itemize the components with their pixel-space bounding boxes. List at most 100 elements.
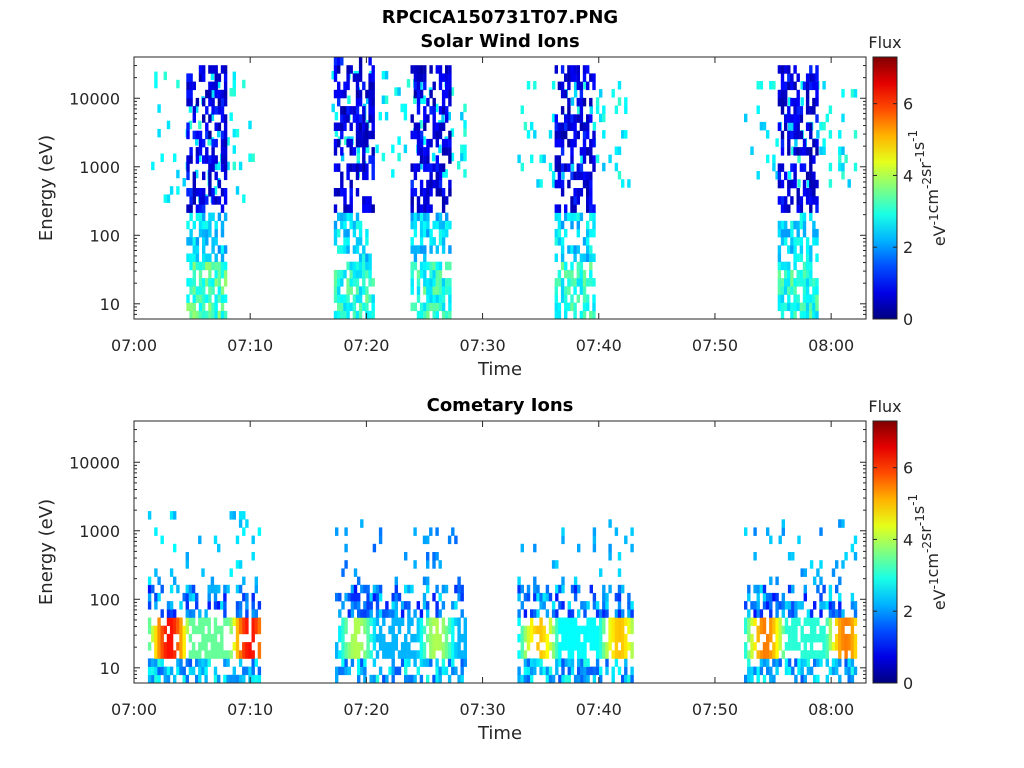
- flux-cell: [438, 674, 442, 684]
- flux-cell: [551, 609, 556, 618]
- flux-cell: [353, 650, 358, 659]
- flux-cell: [517, 592, 521, 602]
- flux-cell: [460, 633, 464, 643]
- flux-cell: [750, 650, 754, 659]
- flux-cell: [413, 81, 418, 91]
- flux-cell: [223, 269, 228, 279]
- flux-cell: [355, 163, 360, 172]
- flux-cell: [605, 601, 609, 610]
- flux-cell: [410, 674, 414, 684]
- flux-cell: [777, 163, 782, 172]
- flux-cell: [202, 278, 206, 287]
- flux-cell: [799, 204, 804, 213]
- flux-cell: [214, 261, 218, 271]
- flux-cell: [426, 609, 430, 618]
- flux-cell: [570, 138, 574, 148]
- flux-cell: [517, 674, 521, 684]
- flux-cell: [217, 79, 221, 89]
- flux-cell: [454, 650, 458, 659]
- flux-cell: [365, 253, 369, 262]
- flux-cell: [388, 650, 392, 659]
- flux-cell: [457, 650, 461, 659]
- flux-cell: [548, 162, 553, 172]
- flux-cell: [349, 286, 353, 295]
- flux-cell: [564, 261, 568, 271]
- flux-cell: [238, 161, 243, 171]
- flux-cell: [363, 601, 367, 610]
- flux-cell: [372, 658, 377, 667]
- flux-cell: [217, 269, 222, 279]
- flux-cell: [229, 617, 233, 626]
- flux-cell: [213, 642, 218, 651]
- flux-cell: [802, 138, 807, 148]
- flux-cell: [173, 617, 177, 626]
- flux-cell: [835, 642, 839, 651]
- flux-cell: [828, 609, 833, 618]
- flux-cell: [340, 188, 344, 197]
- flux-cell: [592, 130, 596, 140]
- flux-cell: [358, 294, 363, 303]
- flux-cell: [432, 106, 436, 115]
- colorbar: [872, 56, 898, 320]
- flux-cell: [582, 171, 587, 181]
- flux-cell: [567, 642, 571, 651]
- flux-cell: [780, 286, 785, 295]
- flux-cell: [463, 120, 467, 129]
- flux-cell: [413, 302, 418, 312]
- flux-cell: [463, 633, 467, 643]
- flux-cell: [438, 609, 442, 618]
- flux-cell: [368, 269, 372, 279]
- flux-cell: [416, 633, 420, 643]
- flux-cell: [338, 633, 342, 643]
- flux-cell: [157, 633, 161, 643]
- flux-cell: [805, 147, 810, 156]
- flux-cell: [416, 294, 421, 303]
- flux-cell: [238, 584, 243, 594]
- flux-cell: [333, 65, 338, 74]
- flux-cell: [186, 302, 190, 312]
- flux-cell: [413, 73, 418, 82]
- flux-cell: [445, 220, 449, 230]
- flux-cell: [586, 625, 590, 635]
- flux-cell: [242, 592, 246, 602]
- flux-cell: [812, 171, 816, 181]
- flux-cell: [235, 609, 240, 618]
- flux-cell: [772, 642, 776, 651]
- flux-cell: [756, 105, 760, 114]
- flux-cell: [570, 65, 574, 74]
- flux-cell: [828, 130, 833, 139]
- flux-cell: [445, 89, 449, 99]
- flux-cell: [441, 204, 446, 213]
- flux-cell: [812, 106, 816, 115]
- flux-cell: [526, 584, 531, 594]
- flux-cell: [375, 609, 380, 618]
- flux-cell: [586, 81, 590, 91]
- flux-cell: [154, 642, 158, 651]
- flux-cell: [344, 666, 348, 676]
- flux-cell: [463, 658, 467, 667]
- flux-cell: [220, 650, 224, 659]
- flux-cell: [533, 543, 537, 553]
- flux-cell: [602, 105, 606, 114]
- flux-cell: [441, 584, 446, 594]
- flux-cell: [576, 212, 580, 222]
- flux-cell: [592, 155, 596, 164]
- flux-cell: [214, 138, 218, 148]
- flux-cell: [217, 106, 222, 115]
- flux-cell: [185, 584, 189, 594]
- flux-cell: [791, 642, 795, 651]
- flux-cell: [583, 633, 587, 643]
- flux-cell: [460, 609, 464, 618]
- flux-cell: [445, 278, 449, 287]
- flux-cell: [775, 666, 779, 676]
- flux-cell: [438, 130, 443, 140]
- flux-cell: [780, 278, 785, 287]
- flux-cell: [195, 104, 199, 113]
- flux-cell: [357, 625, 361, 635]
- flux-cell: [809, 204, 813, 213]
- solar-wind-ions-chart: 07:00 07:10 07:20 07:30 07:40 07:50 08:00Time1…: [36, 33, 949, 380]
- flux-cell: [809, 106, 813, 115]
- flux-cell: [213, 592, 218, 602]
- flux-cell: [796, 97, 800, 107]
- flux-cell: [185, 658, 189, 667]
